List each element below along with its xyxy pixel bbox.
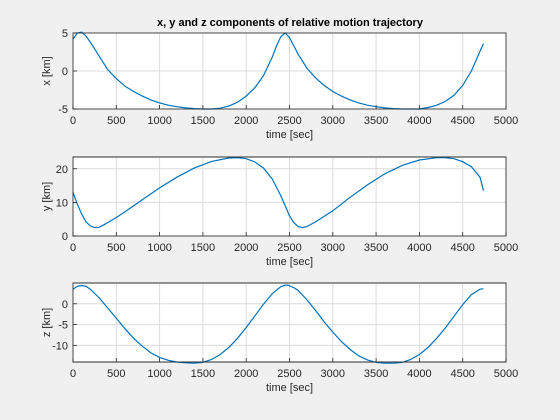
axes-z-ytick-label: 0 xyxy=(62,299,68,311)
axes-x-xtick-label: 3000 xyxy=(321,115,345,127)
axes-y-ylabel: y [km] xyxy=(41,182,53,211)
axes-x-xtick-label: 1500 xyxy=(191,115,215,127)
axes-y-xtick-label: 2500 xyxy=(277,242,301,254)
axes-z-ytick-label: -5 xyxy=(58,320,68,332)
axes-x-xtick-label: 2000 xyxy=(234,115,258,127)
axes-y-xlabel: time [sec] xyxy=(266,256,313,268)
axes-z-series-line xyxy=(72,284,484,364)
axes-y-xtick-label: 4500 xyxy=(450,242,474,254)
axes-y-series-line xyxy=(72,157,485,229)
axes-x-xtick-label: 3500 xyxy=(364,115,388,127)
axes-y-ytick-label: 0 xyxy=(62,231,68,243)
axes-x-ytick-label: -5 xyxy=(58,104,68,116)
axes-x-ylabel: x [km] xyxy=(41,56,53,85)
axes-z-xtick-label: 500 xyxy=(107,368,125,380)
axes-z-xtick-label: 3000 xyxy=(321,368,345,380)
axes-z-xlabel: time [sec] xyxy=(266,382,313,394)
axes-z-xtick-label: 2500 xyxy=(277,368,301,380)
axes-y-xtick-label: 3000 xyxy=(321,242,345,254)
axes-x-xtick-label: 1000 xyxy=(147,115,171,127)
axes-z-xtick-label: 2000 xyxy=(234,368,258,380)
axes-z-xtick-label: 3500 xyxy=(364,368,388,380)
axes-y-ytick-label: 20 xyxy=(56,164,68,176)
axes-y-xtick-label: 3500 xyxy=(364,242,388,254)
axes-y-xtick-label: 500 xyxy=(107,242,125,254)
axes-x-xtick-label: 500 xyxy=(107,115,125,127)
axes-y-xtick-label: 5000 xyxy=(494,242,518,254)
axes-z-xtick-label: 1500 xyxy=(191,368,215,380)
figure-title: x, y and z components of relative motion… xyxy=(157,17,424,29)
axes-y-xtick-label: 1500 xyxy=(191,242,215,254)
axes-z-xtick-label: 5000 xyxy=(494,368,518,380)
axes-x-xtick-label: 5000 xyxy=(494,115,518,127)
axes-y-xtick-label: 2000 xyxy=(234,242,258,254)
axes-z-ytick-label: -10 xyxy=(52,340,68,352)
axes-z-xtick-label: 1000 xyxy=(147,368,171,380)
axes-z-xtick-label: 0 xyxy=(70,368,76,380)
axes-z-ylabel: z [km] xyxy=(41,308,53,337)
axes-z-xtick-label: 4000 xyxy=(407,368,431,380)
axes-x-xtick-label: 4500 xyxy=(450,115,474,127)
axes-x-xtick-label: 4000 xyxy=(407,115,431,127)
axes-x-xlabel: time [sec] xyxy=(266,129,313,141)
axes-x-xtick-label: 0 xyxy=(70,115,76,127)
axes-x-xtick-label: 2500 xyxy=(277,115,301,127)
axes-x-ytick-label: 5 xyxy=(62,28,68,40)
axes-z-xtick-label: 4500 xyxy=(450,368,474,380)
axes-x-ytick-label: 0 xyxy=(62,66,68,78)
axes-y-ytick-label: 10 xyxy=(56,197,68,209)
axes-y-xtick-label: 1000 xyxy=(147,242,171,254)
axes-y-xtick-label: 4000 xyxy=(407,242,431,254)
axes-y-xtick-label: 0 xyxy=(70,242,76,254)
